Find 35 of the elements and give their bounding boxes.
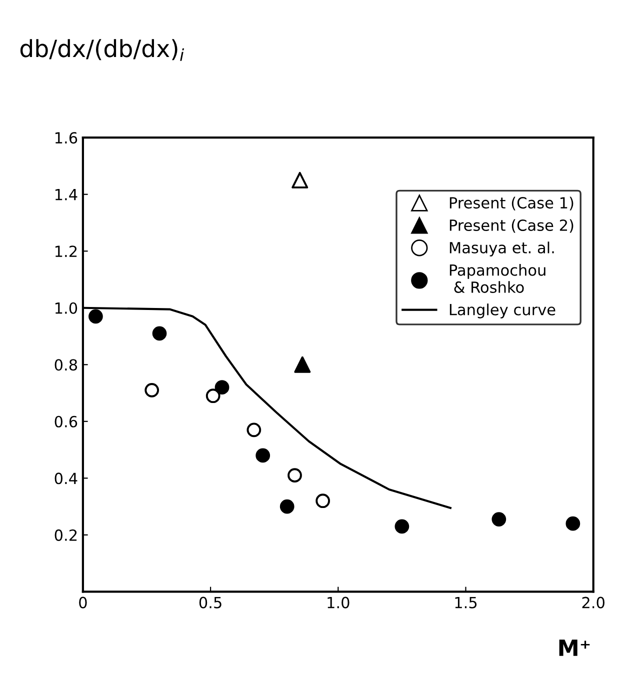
y-tick-label: 1.6 [55, 132, 78, 144]
y-tick-label: 1.2 [55, 246, 77, 257]
legend-label: Present (Case 2) [450, 219, 574, 233]
point [256, 448, 270, 463]
x-tick-label: 0 [79, 596, 87, 608]
point [152, 326, 167, 341]
x-axis-title: M⁺ [559, 640, 590, 656]
legend-label: Present (Case 1) [450, 196, 574, 210]
point [214, 380, 230, 395]
y-tick-label: 0.2 [54, 529, 77, 541]
x-tick-label: 1.5 [455, 597, 477, 608]
point [246, 422, 262, 438]
x-tick-label: 2.0 [582, 596, 604, 608]
point [88, 309, 103, 324]
legend-label: Papamochou & Roshko [450, 264, 546, 293]
point [144, 382, 160, 398]
point [288, 468, 302, 483]
y-tick-label: 1.4 [55, 189, 78, 200]
point [280, 499, 294, 514]
y-tick-label: 0.8 [54, 359, 78, 371]
y-axis-title: db/dx/(db/dx)$_{i}$ [20, 39, 184, 61]
point [316, 494, 330, 508]
point [292, 172, 308, 188]
legend-label: Langley curve [450, 304, 556, 318]
point [566, 516, 580, 531]
x-tick-label: 0.5 [199, 596, 222, 608]
x-tick-label: 1.0 [328, 596, 350, 608]
point [294, 356, 311, 373]
y-tick-label: 0.6 [54, 416, 78, 428]
point [394, 519, 410, 534]
y-tick-label: 1.0 [55, 302, 78, 314]
y-tick-label: 0.4 [54, 472, 78, 484]
legend-label: Masuya et. al. [450, 242, 554, 256]
point [206, 388, 220, 404]
point [492, 512, 506, 526]
